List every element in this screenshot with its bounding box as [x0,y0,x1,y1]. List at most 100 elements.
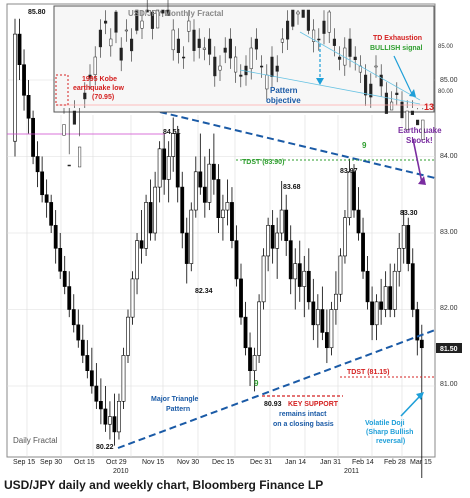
triangle-upper-line [159,111,436,179]
label-peak4: 83.30 [400,210,418,217]
candle [89,347,94,394]
inset-candle-body [145,9,149,13]
inset-candle [348,28,352,68]
td-arrow-shaft [393,55,413,95]
inset-candle [124,19,128,42]
inset-candle [104,10,108,35]
label-low: 80.22 [96,444,114,451]
candle [94,363,99,409]
inset-candle [416,108,420,126]
candle-body [374,301,379,326]
candle [80,324,85,364]
candle-body [324,332,329,349]
td-nine-lower: 9 [254,379,259,388]
inset-candle-body [72,110,76,125]
td-nine-upper: 9 [362,141,367,150]
candle-body [89,370,94,387]
inset-candle-body [182,56,186,59]
candle [329,301,334,356]
inset-candle-body [67,164,71,167]
inset-candle-body [234,56,238,73]
inset-candle [379,64,383,97]
label-peak1: 84.51 [163,129,181,136]
inset-candle [353,46,357,71]
candle-body [108,416,112,425]
inset-candle [213,46,217,87]
candle [162,133,167,195]
candle [144,194,148,256]
inset-candle [410,100,414,115]
candle [22,49,26,111]
inset-candle [171,19,175,61]
candle [324,309,329,364]
x-tick-dec31: Dec 31 [250,459,272,466]
candle-body [275,232,280,249]
candle [356,187,361,241]
candle-body [198,171,203,188]
candle [35,141,40,188]
candle [103,386,108,432]
candle-body [207,163,212,203]
usdjpy-chart: 85.00 84.00 83.00 82.00 81.00 81.50 Sep … [6,0,462,478]
candle-body [139,240,144,249]
candle [383,271,388,318]
tdst-lower-label: TDST (81.15) [347,369,389,376]
triangle-label1: Major Triangle [151,396,199,403]
inset-y-tick-85: 85.00 [438,44,454,50]
inset-candle [395,82,399,106]
inset-candle [244,55,248,86]
triangle-label2: Pattern [166,406,190,413]
inset-candle-body [364,74,368,96]
inset-candle [197,28,201,59]
inset-candle [109,28,113,57]
candle-body [17,33,22,65]
candle [153,171,158,241]
inset-candle-body [322,20,326,34]
candle [374,294,379,341]
inset-candle-body [140,20,144,29]
candle [216,164,221,233]
candle-body [302,270,307,287]
inset-candle [208,28,212,66]
x-tick-mar15: Mar 15 [410,459,432,466]
candle [108,401,112,440]
candle [189,202,194,272]
inset-candle-body [228,38,232,59]
doji-label1: Volatile Doji [365,420,405,427]
inset-candle-body [286,20,290,40]
candle-body [171,133,176,157]
candle-body [311,301,316,326]
inset-candle-body [348,38,352,57]
candle [279,180,284,241]
candle-body [62,270,67,287]
inset-candle-body [327,11,331,33]
candle-body [85,355,90,371]
candle-body [230,202,234,241]
inset-candle-body [124,29,128,32]
inset-candle-body [400,101,404,119]
label-low1: 82.34 [195,288,213,295]
candle [239,263,243,325]
inset-candle [119,37,123,72]
inset-candle-body [208,38,212,55]
candle-body [135,240,139,280]
inset-candle-body [83,92,87,100]
inset-channel-lower [239,69,421,105]
inset-candle [374,55,378,78]
label-peak3: 83.97 [340,168,358,175]
candle-body [49,202,54,226]
candle [135,233,139,295]
candle [157,141,162,203]
inset-candle [239,64,243,88]
candle-body [80,339,85,356]
inset-candle-body [176,38,180,53]
inset-candle [156,9,160,29]
candle [31,110,35,165]
inset-candle-body [270,56,274,77]
inset-candle [202,37,206,61]
candle [207,148,212,211]
inset-candle-body [119,47,123,61]
candle-body [252,355,257,371]
candle [202,156,207,218]
kobe-label1: 1995 Kobe [82,76,117,83]
